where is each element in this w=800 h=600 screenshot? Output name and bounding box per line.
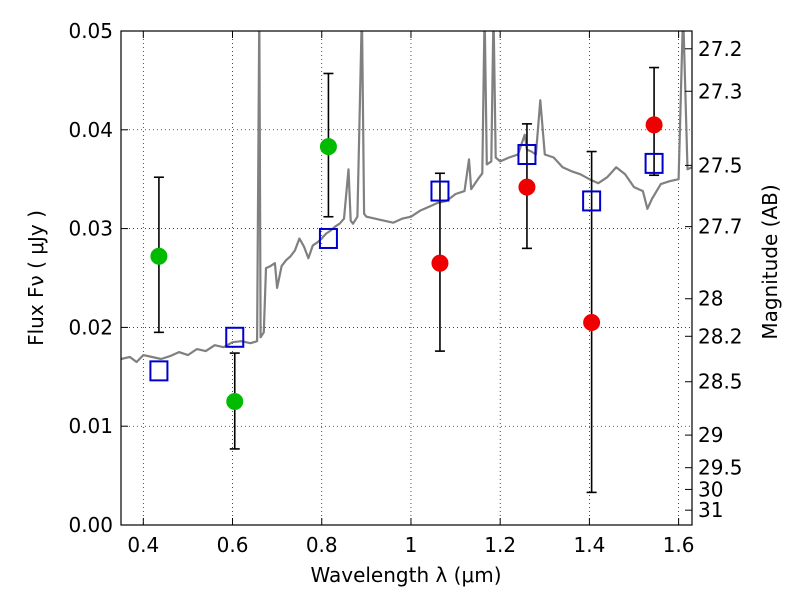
y-tick-label: 0.03	[68, 217, 113, 241]
data-series	[121, 31, 692, 494]
model-square-marker	[430, 180, 450, 202]
y-axis-label: Flux Fν ( μJy )	[24, 210, 48, 346]
x-tick-label: 1	[405, 533, 418, 557]
x-tick-label: 0.4	[127, 533, 159, 557]
x-tick-label: 0.8	[306, 533, 338, 557]
right-tick-label: 29.5	[698, 456, 743, 480]
y-tick-label: 0.00	[68, 513, 113, 537]
right-tick-label: 28	[698, 287, 723, 311]
right-tick-label: 27.2	[698, 37, 743, 61]
axis-ticks: 0.4 0.6 0.8 1 1.2 1.4 1.6 0.00 0.01 0.02 0.03 0.04 0…	[68, 19, 742, 557]
y-tick-label: 0.04	[68, 118, 113, 142]
plot-frame	[120, 30, 693, 526]
right-tick-label: 28.2	[698, 324, 743, 348]
y-axis-label-right: Magnitude (AB)	[758, 184, 782, 339]
right-tick-label: 30	[698, 477, 723, 501]
x-tick-label: 0.6	[217, 533, 249, 557]
x-tick-label: 1.4	[573, 533, 605, 557]
data-point-circle	[150, 247, 168, 265]
model-square-marker	[318, 227, 338, 249]
data-point-circle	[645, 116, 663, 134]
right-tick-label: 27.5	[698, 153, 743, 177]
model-square-marker	[644, 152, 664, 174]
y-tick-label: 0.02	[68, 315, 113, 339]
right-tick-label: 27.7	[698, 215, 743, 239]
model-square-marker	[149, 360, 169, 382]
right-tick-label: 28.5	[698, 370, 743, 394]
grid	[121, 30, 692, 526]
right-tick-label: 29	[698, 423, 723, 447]
x-tick-label: 1.6	[663, 533, 695, 557]
data-point-circle	[226, 393, 244, 410]
model-square-marker	[225, 326, 245, 348]
model-square-marker	[582, 190, 602, 212]
spectrum-line	[121, 31, 692, 364]
x-tick-label: 1.2	[484, 533, 516, 557]
x-axis-label: Wavelength λ (μm)	[310, 563, 501, 587]
data-point-circle	[431, 254, 449, 272]
y-tick-label: 0.05	[68, 19, 113, 43]
model-square-marker	[517, 144, 537, 165]
y-tick-label: 0.01	[68, 414, 113, 438]
data-point-circle	[583, 313, 601, 331]
right-tick-label: 31	[698, 498, 723, 522]
data-point-circle	[518, 178, 536, 196]
data-point-circle	[319, 138, 337, 156]
right-tick-label: 27.3	[698, 79, 743, 103]
